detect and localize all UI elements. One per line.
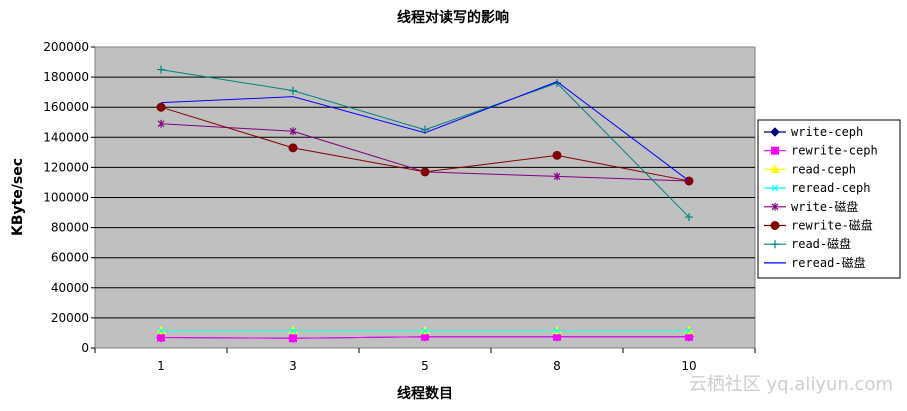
y-tick-label: 160000 (43, 100, 89, 114)
y-axis-title: KByte/sec (10, 158, 26, 236)
data-point (157, 119, 165, 128)
x-tick-label: 8 (553, 359, 561, 373)
legend-marker (771, 146, 779, 155)
legend-item: reread-磁盘 (764, 255, 866, 270)
watermark-text: 云栖社区 yq.aliyun.com (689, 374, 893, 395)
y-tick-label: 40000 (51, 281, 89, 295)
grid-lines (95, 76, 755, 319)
legend-label: reread-ceph (791, 181, 870, 195)
series-reread-ceph (157, 327, 693, 335)
legend-item: read-ceph (764, 162, 856, 176)
legend-label: read-ceph (791, 162, 856, 176)
legend-marker (770, 221, 780, 230)
y-tick-label: 80000 (51, 221, 89, 235)
data-point (289, 86, 297, 95)
legend-item: rewrite-ceph (764, 144, 878, 158)
y-tick-label: 20000 (51, 311, 89, 325)
data-point (289, 334, 297, 343)
data-point (421, 332, 429, 341)
data-point (420, 167, 430, 177)
y-tick-label: 60000 (51, 251, 89, 265)
x-tick-label: 5 (421, 359, 429, 373)
data-point (157, 333, 165, 342)
legend: write-ceph rewrite-ceph read-ceph reread-ce… (764, 125, 878, 270)
legend-marker (771, 240, 779, 249)
data-point (685, 213, 693, 222)
series-group (156, 65, 694, 343)
legend-item: reread-ceph (764, 181, 870, 195)
y-tick-label: 180000 (43, 70, 89, 84)
legend-label: write-ceph (791, 125, 863, 139)
data-point (685, 332, 693, 341)
x-axis-title: 线程数目 (397, 385, 453, 402)
legend-item: write-磁盘 (764, 199, 858, 214)
data-point (552, 150, 562, 160)
legend-item: read-磁盘 (764, 236, 851, 251)
legend-marker (770, 127, 780, 137)
legend-label: read-磁盘 (791, 236, 851, 251)
x-axis-ticks: 1 3 5 8 10 (94, 348, 756, 373)
data-point (553, 172, 561, 181)
data-point (157, 327, 165, 335)
x-tick-label: 3 (289, 359, 297, 373)
data-point (156, 102, 166, 112)
y-tick-label: 200000 (43, 40, 89, 54)
data-point (289, 127, 297, 136)
y-tick-label: 100000 (43, 191, 89, 205)
legend-label: write-磁盘 (791, 199, 858, 214)
series-line (160, 81, 690, 182)
data-point (289, 327, 297, 335)
legend-item: write-ceph (764, 125, 863, 139)
legend-item: rewrite-磁盘 (764, 218, 873, 233)
series-rewrite-磁盘 (156, 102, 694, 186)
series-reread-磁盘 (160, 81, 690, 182)
y-tick-label: 140000 (43, 130, 89, 144)
legend-label: rewrite-磁盘 (791, 218, 873, 233)
data-point (553, 327, 561, 335)
series-rewrite-ceph (157, 332, 693, 343)
y-axis-ticks: 0 20000 40000 60000 80000 100000 120000 140000 1… (43, 40, 95, 355)
legend-label: reread-磁盘 (791, 255, 866, 270)
legend-marker (771, 202, 779, 211)
chart-title: 线程对读写的影响 (397, 9, 509, 26)
legend-box (757, 119, 901, 279)
legend-marker (771, 184, 779, 192)
x-tick-label: 10 (681, 359, 696, 373)
y-tick-label: 0 (81, 341, 89, 355)
data-point (685, 327, 693, 335)
y-tick-label: 120000 (43, 160, 89, 174)
x-tick-label: 1 (157, 359, 165, 373)
data-point (157, 65, 165, 74)
legend-marker (770, 164, 780, 173)
data-point (553, 332, 561, 341)
data-point (421, 327, 429, 335)
legend-label: rewrite-ceph (791, 144, 878, 158)
data-point (288, 143, 298, 153)
